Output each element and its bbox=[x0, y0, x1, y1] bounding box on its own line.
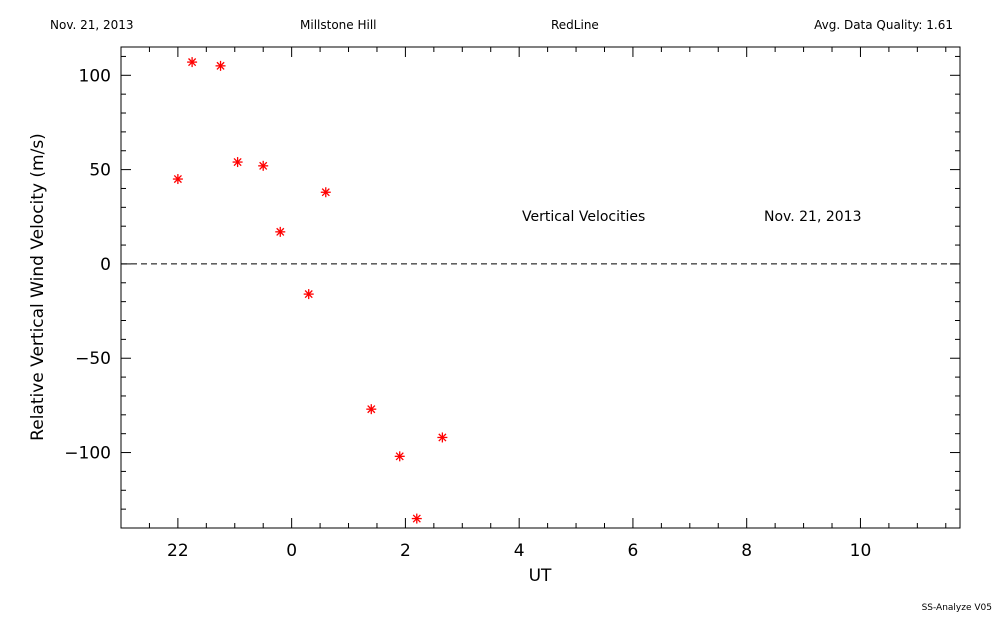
x-tick-label: 4 bbox=[514, 541, 525, 561]
x-axis-label: UT bbox=[529, 566, 552, 586]
data-point bbox=[215, 60, 226, 71]
header-date: Nov. 21, 2013 bbox=[50, 18, 134, 32]
data-point bbox=[172, 174, 183, 185]
x-tick-label: 22 bbox=[167, 541, 189, 561]
data-point bbox=[275, 226, 286, 237]
header-line: RedLine bbox=[551, 18, 599, 32]
plot-frame bbox=[120, 46, 961, 529]
data-point bbox=[394, 451, 405, 462]
annotation-date: Nov. 21, 2013 bbox=[764, 209, 861, 225]
data-point bbox=[366, 404, 377, 415]
data-point bbox=[320, 187, 331, 198]
x-tick-label: 8 bbox=[741, 541, 752, 561]
annotation-vertical-velocities: Vertical Velocities bbox=[522, 209, 645, 225]
x-tick-label: 6 bbox=[628, 541, 639, 561]
data-point bbox=[187, 57, 198, 68]
x-tick-label: 0 bbox=[286, 541, 297, 561]
y-tick-labels: 100 50 0 −50 −100 bbox=[64, 66, 111, 463]
data-point bbox=[411, 513, 422, 524]
y-tick-label: 100 bbox=[79, 66, 111, 86]
y-tick-label: −50 bbox=[75, 349, 111, 369]
data-point bbox=[232, 157, 243, 168]
header-quality: Avg. Data Quality: 1.61 bbox=[814, 18, 953, 32]
y-tick-label: −100 bbox=[64, 444, 111, 464]
x-tick-labels: 22 0 2 4 6 8 10 bbox=[167, 541, 871, 561]
tick-marks bbox=[120, 47, 960, 529]
data-point bbox=[258, 160, 269, 171]
header-site: Millstone Hill bbox=[300, 18, 377, 32]
y-tick-label: 50 bbox=[89, 161, 111, 181]
y-tick-label: 0 bbox=[100, 255, 111, 275]
data-points bbox=[172, 57, 448, 524]
y-axis-label: Relative Vertical Wind Velocity (m/s) bbox=[28, 133, 48, 441]
software-version: SS-Analyze V05 bbox=[921, 603, 992, 613]
x-tick-label: 2 bbox=[400, 541, 411, 561]
data-point bbox=[437, 432, 448, 443]
data-point bbox=[303, 289, 314, 300]
x-tick-label: 10 bbox=[850, 541, 872, 561]
